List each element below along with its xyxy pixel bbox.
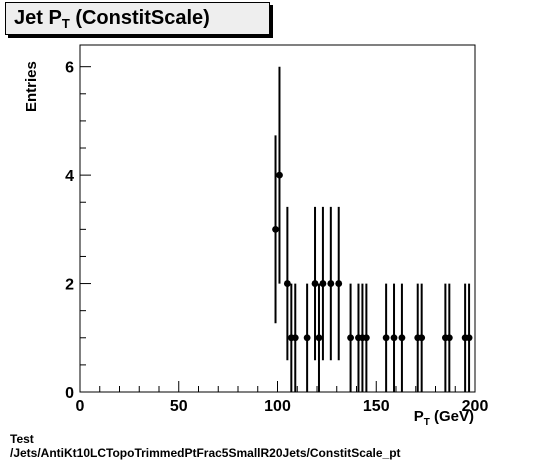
- data-point: [272, 135, 279, 324]
- data-point: [418, 283, 426, 392]
- caption-line-1: Test: [10, 432, 34, 446]
- data-point: [327, 206, 335, 361]
- marker: [311, 280, 319, 287]
- data-point: [303, 283, 311, 392]
- x-tick-label: 100: [264, 398, 291, 415]
- data-point: [445, 283, 453, 392]
- data-point: [311, 206, 319, 361]
- data-points: [272, 66, 473, 392]
- marker: [319, 280, 327, 287]
- title-main: Jet P: [14, 7, 62, 29]
- marker: [303, 334, 311, 342]
- marker: [390, 334, 398, 342]
- marker: [398, 334, 406, 342]
- data-point: [276, 66, 283, 284]
- data-point: [382, 283, 390, 392]
- y-tick-label: 2: [65, 277, 74, 294]
- y-axis-label: Entries: [23, 61, 40, 112]
- axes: 0 50 100 150 200 0 2 4 6: [65, 60, 488, 415]
- marker: [315, 334, 323, 342]
- histogram-path-caption: Test /Jets/AntiKt10LCTopoTrimmedPtFrac5S…: [10, 432, 401, 460]
- title-subscript: T: [61, 16, 70, 31]
- y-tick-label: 6: [65, 60, 74, 77]
- data-point: [335, 206, 343, 361]
- marker: [465, 334, 473, 342]
- data-point: [291, 283, 299, 392]
- marker: [283, 280, 291, 287]
- data-point: [283, 206, 291, 361]
- data-point: [319, 206, 327, 361]
- data-point: [390, 283, 398, 392]
- data-point: [465, 283, 473, 392]
- data-point: [398, 283, 406, 392]
- marker: [327, 280, 335, 287]
- y-tick-label: 4: [65, 168, 74, 185]
- caption-line-2: /Jets/AntiKt10LCTopoTrimmedPtFrac5SmallR…: [10, 446, 401, 460]
- marker: [335, 280, 343, 287]
- marker: [291, 334, 299, 342]
- marker: [418, 334, 426, 342]
- x-tick-label: 50: [170, 398, 188, 415]
- histogram-title: Jet PT (ConstitScale): [5, 2, 270, 35]
- marker: [272, 225, 279, 233]
- marker: [362, 334, 370, 342]
- marker: [445, 334, 453, 342]
- x-axis-label: PT (GeV): [414, 408, 474, 428]
- x-tick-label: 0: [76, 398, 85, 415]
- x-tick-label: 200: [462, 398, 489, 415]
- data-point: [362, 283, 370, 392]
- marker: [276, 171, 283, 179]
- data-point: [315, 283, 323, 392]
- title-rest: (ConstitScale): [69, 7, 210, 29]
- y-tick-label: 0: [65, 385, 74, 402]
- marker: [347, 334, 354, 342]
- x-tick-label: 150: [363, 398, 390, 415]
- marker: [382, 334, 390, 342]
- data-point: [347, 283, 354, 392]
